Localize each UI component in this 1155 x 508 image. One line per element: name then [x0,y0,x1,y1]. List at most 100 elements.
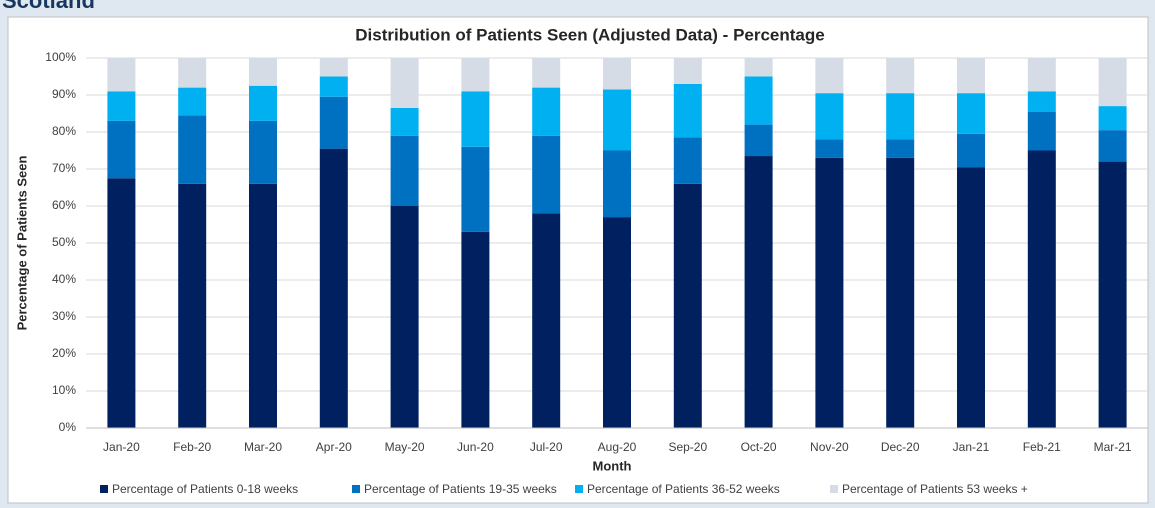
bar-segment [249,58,277,86]
x-axis-title: Month [593,458,632,473]
bar-segment [107,91,136,121]
bar-segment [178,115,207,184]
bar-segment [461,58,490,92]
x-tick-label: Feb-20 [173,440,211,454]
bar-segment [532,87,561,136]
bar-segment [107,120,136,179]
x-tick-label: Jul-20 [530,440,563,454]
bar-segment [1027,150,1056,428]
bar-segment [390,107,419,136]
bar-segment [673,183,702,428]
bar-segment [1027,111,1056,151]
legend-label: Percentage of Patients 53 weeks + [842,482,1028,496]
bar-segment [744,124,773,157]
bar-segment [744,156,773,429]
x-tick-label: Nov-20 [810,440,849,454]
y-tick-label: 80% [52,124,76,138]
bar-segment [957,58,985,94]
y-tick-label: 70% [52,161,76,175]
x-tick-label: Oct-20 [741,440,777,454]
y-tick-label: 50% [52,235,76,249]
bar-segment [1098,161,1127,428]
bar-segment [1027,58,1056,92]
bar-segment [886,58,915,94]
bar-segment [532,135,561,214]
y-axis-title: Percentage of Patients Seen [14,156,29,331]
bar-segment [319,96,348,149]
bar-segment [603,150,631,218]
x-tick-label: Apr-20 [316,440,352,454]
bar-segment [532,213,561,428]
bar-segment [1098,130,1127,162]
bar-segment [461,91,490,147]
bar-segment [1098,106,1127,131]
legend-label: Percentage of Patients 36-52 weeks [587,482,780,496]
x-tick-label: Jan-20 [103,440,140,454]
bar-segment [461,146,490,232]
bar-segment [178,183,207,428]
x-tick-label: May-20 [385,440,425,454]
bar-segment [603,58,631,90]
bar-segment [603,89,631,151]
y-tick-label: 30% [52,309,76,323]
bar-segment [744,58,773,77]
x-tick-label: Sep-20 [668,440,707,454]
bar-segment [107,58,136,92]
x-tick-label: Jan-21 [953,440,990,454]
bar-segment [1098,58,1127,107]
bar-segment [957,133,985,168]
page-title: Scotland [2,0,95,13]
x-tick-label: Feb-21 [1023,440,1061,454]
x-tick-label: Mar-21 [1094,440,1132,454]
bar-segment [957,93,985,134]
bar-segment [603,217,631,428]
bar-segment [886,93,915,140]
bar-segment [319,148,348,428]
y-tick-label: 90% [52,87,76,101]
bar-segment [249,183,277,428]
bar-segment [957,167,985,428]
x-tick-label: Dec-20 [881,440,920,454]
bar-segment [815,58,844,94]
bar-segment [886,139,915,158]
bar-segment [815,93,844,140]
y-tick-label: 60% [52,198,76,212]
bar-segment [390,206,419,428]
bar-segment [390,135,419,206]
bar-segment [319,76,348,97]
bar-segment [673,83,702,138]
x-tick-label: Aug-20 [598,440,637,454]
y-tick-label: 100% [45,50,76,64]
legend-swatch [830,485,838,493]
legend-label: Percentage of Patients 0-18 weeks [112,482,298,496]
bar-segment [249,85,277,121]
bar-segment [815,157,844,428]
legend-swatch [352,485,360,493]
bar-segment [319,58,348,77]
bar-segment [815,139,844,158]
x-tick-label: Mar-20 [244,440,282,454]
bar-segment [886,157,915,428]
bar-segment [461,231,490,428]
bar-segment [178,87,207,116]
bar-segment [673,137,702,184]
legend-swatch [575,485,583,493]
bar-segment [532,58,561,88]
y-tick-label: 0% [59,420,77,434]
bar-segment [744,76,773,125]
y-tick-label: 10% [52,383,76,397]
bar-segment [1027,91,1056,112]
bar-segment [107,178,136,428]
bar-segment [178,58,207,88]
bar-segment [390,58,419,108]
bar-segment [673,58,702,84]
chart-title: Distribution of Patients Seen (Adjusted … [355,25,824,44]
y-tick-label: 40% [52,272,76,286]
legend-swatch [100,485,108,493]
x-tick-label: Jun-20 [457,440,494,454]
legend-label: Percentage of Patients 19-35 weeks [364,482,557,496]
bar-segment [249,120,277,184]
y-tick-label: 20% [52,346,76,360]
